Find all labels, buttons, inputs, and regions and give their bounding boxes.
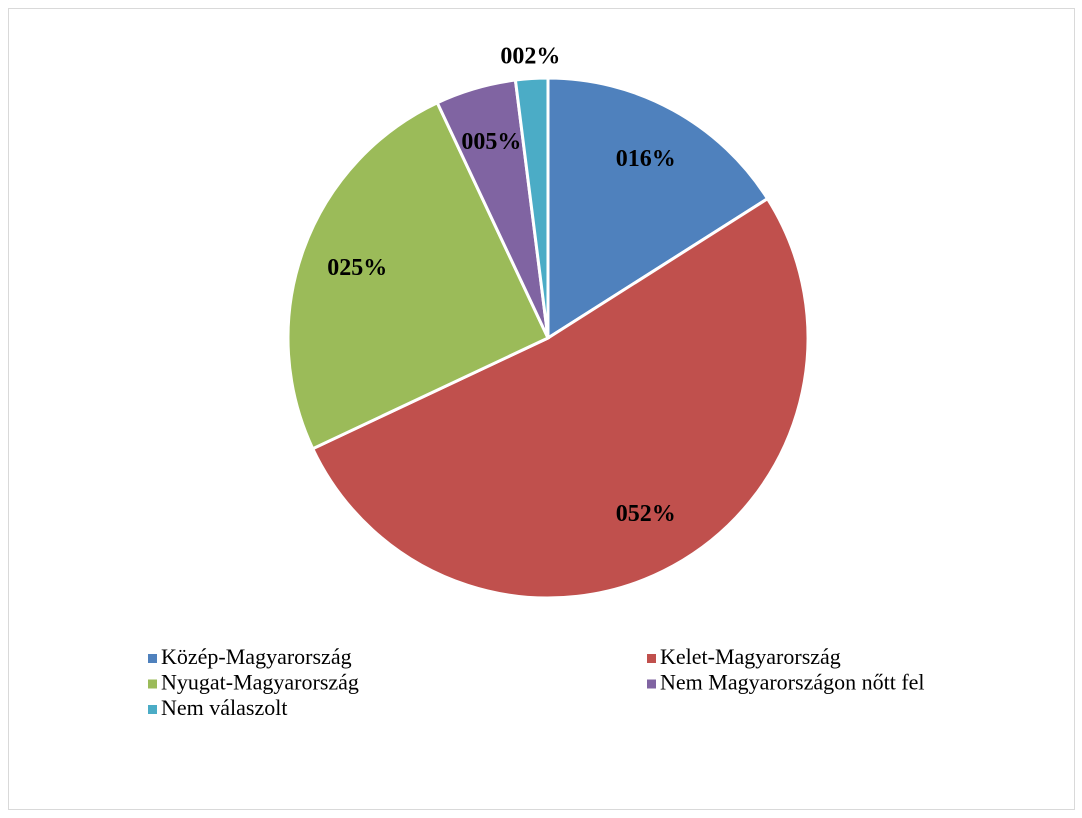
pie-slice [310, 196, 810, 600]
legend-swatch [647, 654, 656, 663]
data-label: 002% [500, 43, 560, 69]
legend-label: Nyugat-Magyarország [161, 670, 359, 695]
legend-swatch [148, 679, 157, 689]
legend-swatch [647, 679, 656, 689]
data-label: 005% [461, 129, 521, 155]
legend-swatch [148, 705, 157, 714]
legend-label: Nem Magyarországon nőtt fel [660, 670, 925, 695]
data-label: 016% [616, 146, 676, 172]
pie-slice [513, 76, 550, 339]
pie-slice [546, 76, 770, 341]
data-label: 052% [616, 501, 676, 527]
pie-slice [286, 100, 550, 451]
legend-label: Közép-Magyarország [161, 644, 352, 669]
legend-label: Nem válaszolt [161, 695, 287, 720]
legend-label: Kelet-Magyarország [660, 644, 841, 669]
legend-swatch [148, 654, 157, 663]
data-label: 025% [327, 255, 387, 281]
